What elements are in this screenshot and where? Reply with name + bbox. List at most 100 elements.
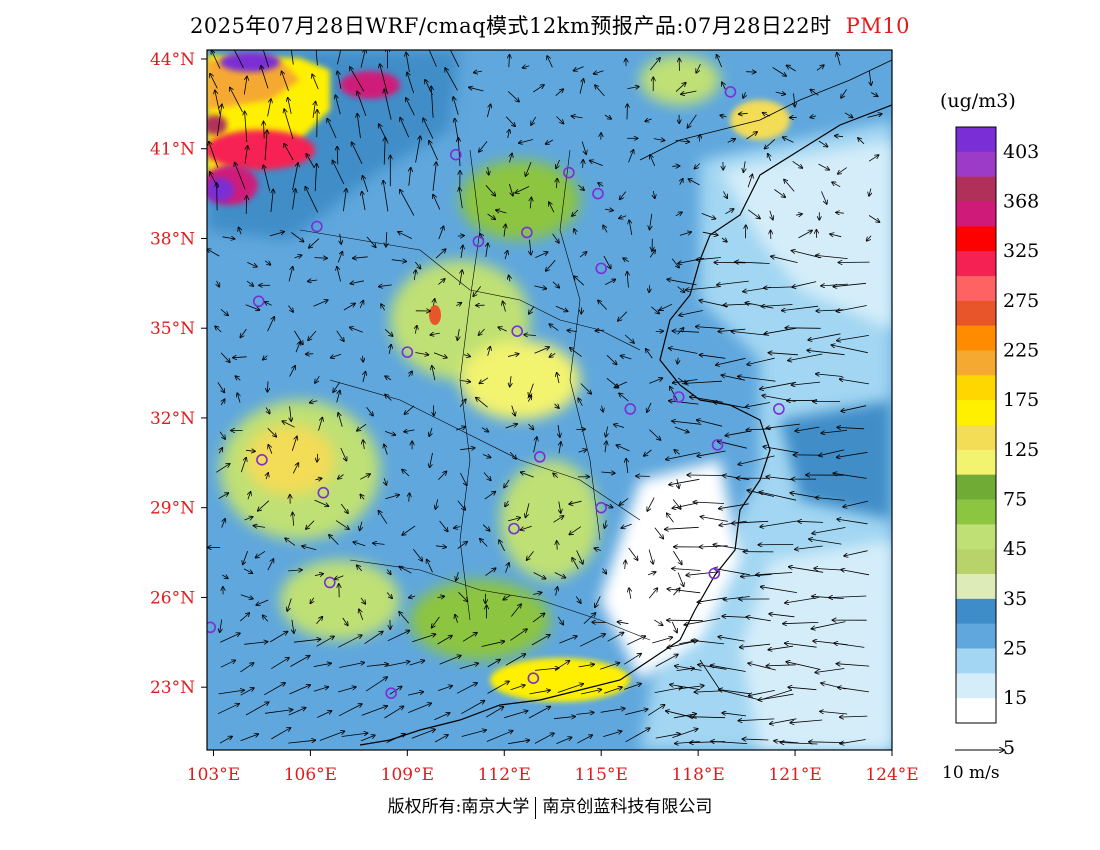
map-frame (206, 49, 893, 751)
wind-arrow (289, 366, 296, 377)
wind-arrow (496, 210, 507, 213)
wind-arrow (243, 568, 252, 573)
wind-arrow (677, 286, 685, 293)
wind-arrow (363, 440, 364, 450)
wind-arrow (869, 70, 871, 85)
wind-arrow (438, 471, 446, 480)
wind-arrow (672, 331, 700, 332)
wind-arrow (263, 356, 268, 360)
wind-arrow (619, 216, 627, 219)
wind-arrow (788, 353, 823, 361)
wind-arrow (239, 227, 242, 235)
wind-arrow (555, 305, 568, 311)
wind-arrow (353, 542, 366, 547)
wind-arrow (677, 479, 679, 488)
wind-arrow (288, 267, 293, 282)
wind-arrow (722, 82, 725, 90)
wind-arrow (838, 687, 869, 693)
wind-arrow (621, 356, 632, 360)
wind-arrow (559, 501, 561, 513)
wind-arrow (221, 399, 225, 406)
wind-arrow (271, 190, 273, 213)
wind-arrow (727, 139, 736, 143)
wind-arrow (505, 424, 518, 429)
wind-arrow (313, 102, 316, 118)
wind-arrow (711, 665, 746, 672)
wind-arrow (578, 184, 584, 190)
wind-arrow (646, 349, 653, 359)
wind-arrow (669, 401, 699, 405)
wind-arrow (293, 639, 321, 643)
pm10-hotspot (429, 305, 441, 325)
wind-arrow (840, 739, 866, 744)
lon-label: 124°E (865, 765, 918, 785)
wind-arrow (353, 257, 368, 259)
wind-arrow (409, 493, 410, 502)
wind-arrow (747, 357, 775, 364)
wind-arrow (505, 500, 508, 507)
wind-arrow (409, 168, 411, 186)
wind-arrow (482, 524, 490, 531)
wind-arrow (574, 276, 585, 286)
station-marker (511, 325, 523, 337)
wind-arrow (378, 511, 388, 524)
wind-arrow (714, 568, 750, 576)
wind-arrow (603, 568, 607, 573)
wind-arrow (795, 426, 820, 431)
wind-arrow (819, 449, 845, 456)
wind-arrow (520, 525, 532, 530)
pm10-guangxi (410, 580, 550, 660)
wind-arrow (833, 473, 867, 479)
colorbar-segment (956, 425, 996, 451)
wind-arrow (590, 161, 603, 166)
wind-arrow (738, 376, 776, 382)
wind-arrow (549, 202, 555, 213)
wind-arrow (316, 636, 334, 647)
wind-arrow (671, 258, 679, 268)
wind-arrow (269, 632, 287, 643)
wind-arrow (556, 587, 558, 596)
wind-arrow (687, 114, 697, 128)
wind-arrow (267, 428, 277, 436)
wind-arrow (672, 729, 697, 738)
station-marker (385, 687, 397, 699)
wind-arrow (679, 310, 703, 316)
wind-arrow (508, 130, 510, 139)
wind-arrow (462, 633, 477, 642)
lat-label: 44°N (150, 50, 195, 70)
wind-arrow (603, 255, 611, 268)
wind-arrow (340, 447, 347, 461)
wind-arrow (218, 690, 245, 695)
wind-arrow (292, 619, 294, 633)
wind-arrow (623, 258, 630, 262)
colorbar-segment (956, 574, 996, 600)
wind-arrow (504, 224, 506, 237)
wind-arrow (288, 98, 292, 114)
wind-arrow (505, 654, 526, 666)
wind-arrow (315, 478, 322, 480)
wind-arrow (775, 92, 786, 94)
wind-arrow (581, 141, 586, 155)
wind-arrow (432, 162, 436, 191)
wind-arrow (461, 701, 484, 715)
wind-arrow (528, 423, 533, 430)
station-marker (527, 672, 540, 685)
wind-arrow (210, 74, 218, 89)
wind-arrow (409, 371, 412, 377)
wind-arrow (738, 719, 775, 721)
colorbar-label: 35 (1003, 588, 1027, 610)
wind-arrow (379, 285, 392, 287)
pm10-guizhou (280, 560, 400, 640)
wind-arrow (290, 406, 292, 421)
wind-arrow (207, 249, 220, 257)
wind-arrow (271, 728, 290, 740)
wind-arrow (557, 373, 559, 384)
wind-arrow (235, 163, 246, 190)
wind-arrow (391, 260, 407, 262)
wind-arrow (530, 239, 531, 255)
station-marker (449, 148, 462, 161)
wind-arrow (717, 280, 749, 285)
wind-arrow (530, 198, 531, 209)
station-marker (724, 86, 737, 98)
wind-arrow (412, 634, 435, 643)
